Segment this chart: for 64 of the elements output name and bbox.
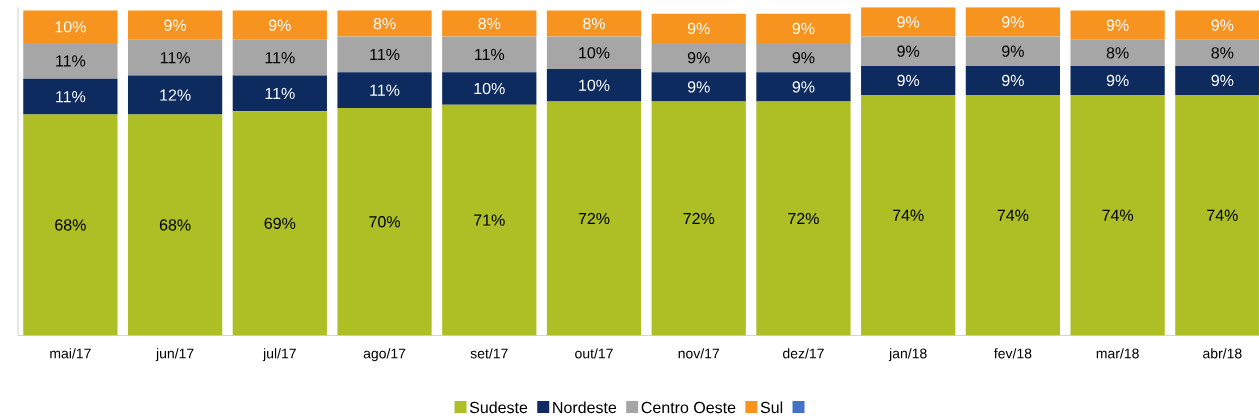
- data-label: 9%: [1002, 74, 1024, 86]
- data-label: 8%: [583, 17, 605, 30]
- data-label: 10%: [579, 79, 610, 91]
- legend-label: Sul: [760, 401, 783, 413]
- data-label: 11%: [475, 48, 505, 60]
- x-tick-label: nov/17: [678, 347, 720, 359]
- data-label: 9%: [269, 19, 291, 31]
- data-label: 74%: [1102, 209, 1134, 221]
- data-label: 11%: [265, 87, 295, 99]
- data-label: 11%: [56, 55, 86, 67]
- data-label: 10%: [579, 46, 610, 59]
- data-label: 11%: [160, 51, 190, 64]
- data-label: 8%: [1106, 46, 1129, 59]
- data-label: 10%: [55, 20, 86, 33]
- data-label: 9%: [792, 81, 815, 93]
- data-label: 9%: [164, 19, 187, 31]
- data-label: 9%: [897, 45, 920, 57]
- data-label: 74%: [1207, 209, 1238, 221]
- data-label: 12%: [160, 89, 191, 101]
- data-label: 69%: [264, 217, 296, 229]
- data-label: 70%: [369, 215, 400, 228]
- x-tick-label: set/17: [470, 347, 508, 359]
- legend-label: Centro Oeste: [641, 401, 736, 413]
- x-tick-label: dez/17: [783, 347, 824, 359]
- data-label: 9%: [1211, 74, 1234, 86]
- data-label: 9%: [1106, 74, 1129, 86]
- data-label: 68%: [159, 219, 191, 231]
- data-label: 74%: [892, 209, 924, 221]
- x-tick-label: jan/18: [888, 347, 927, 361]
- x-tick-label: jul/17: [262, 347, 296, 361]
- data-label: 9%: [792, 51, 815, 64]
- x-tick-label: fev/18: [994, 347, 1032, 359]
- data-label: 8%: [373, 17, 396, 30]
- data-label: 71%: [474, 214, 505, 226]
- data-label: 9%: [792, 22, 815, 34]
- data-label: 10%: [474, 82, 505, 94]
- data-label: 11%: [370, 84, 400, 96]
- data-label: 68%: [55, 219, 86, 231]
- data-label: 8%: [478, 17, 501, 30]
- data-label: 9%: [687, 22, 710, 34]
- data-label: 9%: [1002, 16, 1024, 28]
- x-tick-label: jun/17: [155, 347, 194, 361]
- data-label: 9%: [897, 74, 920, 86]
- x-tick-label: out/17: [575, 347, 613, 359]
- data-label: 72%: [578, 212, 610, 224]
- data-label: 9%: [1002, 45, 1024, 57]
- data-label: 11%: [370, 48, 400, 60]
- data-label: 74%: [997, 209, 1029, 221]
- x-tick-label: ago/17: [363, 347, 406, 361]
- data-label: 9%: [897, 16, 920, 28]
- x-tick-label: mai/17: [50, 347, 91, 359]
- data-label: 72%: [788, 212, 819, 224]
- data-label: 9%: [1211, 19, 1234, 31]
- data-label: 8%: [1211, 46, 1234, 59]
- legend-label: Nordeste: [553, 401, 617, 413]
- x-tick-label: mar/18: [1096, 347, 1139, 359]
- data-label: 9%: [687, 51, 710, 64]
- data-label: 9%: [1106, 19, 1129, 31]
- data-label: 9%: [687, 81, 710, 93]
- legend-label: Sudeste: [469, 401, 528, 413]
- data-label: 11%: [56, 90, 86, 103]
- x-tick-label: abr/18: [1203, 347, 1242, 359]
- data-label: 72%: [683, 212, 715, 224]
- data-label: 11%: [265, 51, 295, 64]
